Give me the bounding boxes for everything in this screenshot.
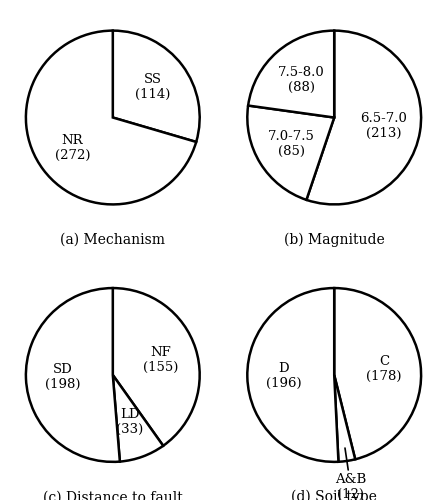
Wedge shape bbox=[247, 288, 338, 462]
Text: SS
(114): SS (114) bbox=[135, 74, 171, 102]
Text: C
(178): C (178) bbox=[367, 355, 402, 383]
Wedge shape bbox=[113, 30, 200, 142]
Wedge shape bbox=[248, 30, 334, 118]
Text: A&B
(12): A&B (12) bbox=[335, 448, 367, 500]
Wedge shape bbox=[26, 30, 196, 204]
Text: D
(196): D (196) bbox=[266, 362, 302, 390]
Text: 6.5-7.0
(213): 6.5-7.0 (213) bbox=[361, 112, 407, 140]
Wedge shape bbox=[113, 375, 163, 462]
Text: 7.0-7.5
(85): 7.0-7.5 (85) bbox=[268, 130, 315, 158]
Text: 7.5-8.0
(88): 7.5-8.0 (88) bbox=[278, 66, 325, 94]
Text: LD
(33): LD (33) bbox=[117, 408, 143, 436]
Wedge shape bbox=[247, 106, 334, 200]
Wedge shape bbox=[113, 288, 200, 446]
Title: (b) Magnitude: (b) Magnitude bbox=[284, 232, 384, 247]
Wedge shape bbox=[334, 375, 355, 462]
Wedge shape bbox=[26, 288, 120, 462]
Wedge shape bbox=[306, 30, 421, 204]
Title: (c) Distance to fault: (c) Distance to fault bbox=[43, 490, 183, 500]
Text: NF
(155): NF (155) bbox=[143, 346, 178, 374]
Text: SD
(198): SD (198) bbox=[45, 363, 80, 391]
Wedge shape bbox=[334, 288, 421, 460]
Title: (d) Soil type: (d) Soil type bbox=[291, 490, 377, 500]
Title: (a) Mechanism: (a) Mechanism bbox=[60, 233, 165, 247]
Text: NR
(272): NR (272) bbox=[55, 134, 90, 162]
